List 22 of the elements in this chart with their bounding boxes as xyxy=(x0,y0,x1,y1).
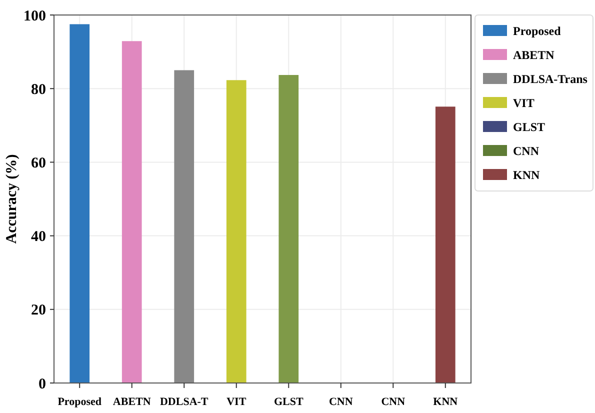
y-tick-label: 20 xyxy=(31,302,46,319)
y-tick-label: 40 xyxy=(31,229,46,246)
legend-label: DDLSA-Trans xyxy=(513,72,588,86)
legend-label: GLST xyxy=(513,120,546,134)
y-tick-label: 80 xyxy=(31,82,46,98)
x-tick-label: VIT xyxy=(226,396,247,408)
y-tick-label: 100 xyxy=(24,8,46,24)
x-tick-label: DDLSA-T xyxy=(160,396,209,408)
legend-label: CNN xyxy=(513,144,540,158)
x-tick-label: Proposed xyxy=(58,396,102,408)
y-axis-title: Accuracy (%) xyxy=(4,154,20,244)
x-tick-label: CNN xyxy=(328,396,353,408)
y-tick-label: 60 xyxy=(31,155,46,172)
legend-label: VIT xyxy=(513,96,534,110)
x-tick-label: ABETN xyxy=(112,396,151,408)
legend-label: Proposed xyxy=(513,24,562,38)
y-tick-label: 0 xyxy=(38,376,46,392)
x-tick-label: KNN xyxy=(433,396,458,408)
x-tick-label: GLST xyxy=(274,396,304,408)
x-tick-label: CNN xyxy=(381,396,406,408)
legend-label: KNN xyxy=(513,168,540,182)
legend-label: ABETN xyxy=(513,48,555,62)
